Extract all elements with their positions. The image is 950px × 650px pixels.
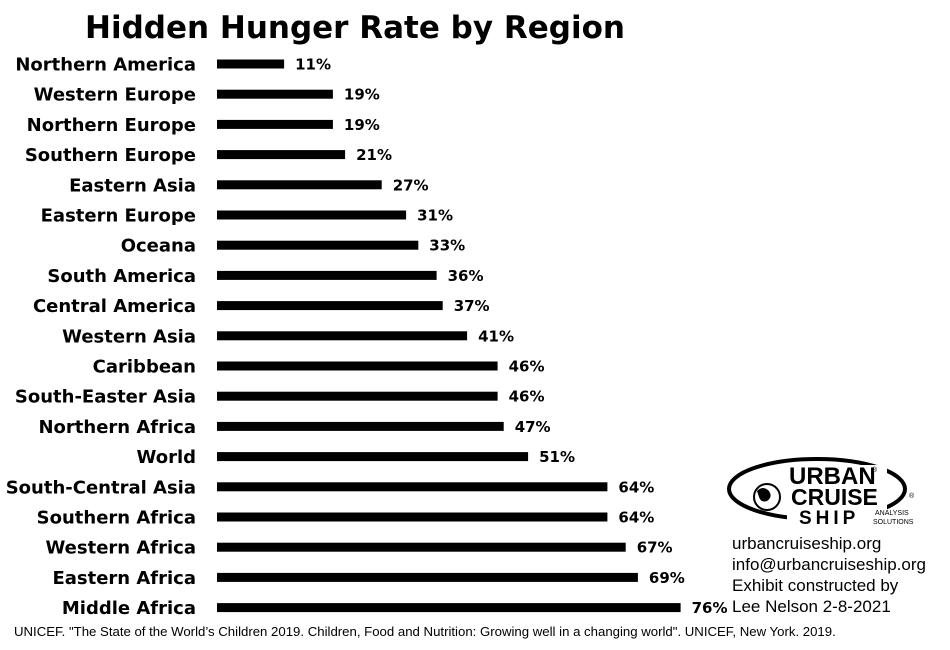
category-label: Southern Europe [25,145,196,166]
category-label: Southern Africa [37,508,196,529]
category-label: Western Europe [34,85,196,106]
data-label: 21% [356,146,392,164]
data-label: 31% [417,207,453,225]
data-label: 36% [448,267,484,285]
category-label: Oceana [121,236,196,257]
svg-text:URBAN: URBAN [789,463,876,490]
svg-text:SHIP: SHIP [799,508,859,529]
category-label: Caribbean [93,357,196,378]
bar [217,542,626,552]
category-label: Eastern Europe [41,206,196,227]
bar [217,240,419,250]
data-label: 69% [649,569,685,587]
bar [217,119,333,129]
category-label: World [136,447,196,468]
attribution-block: urbancruiseship.org info@urbancruiseship… [732,533,926,617]
data-label: 19% [344,86,380,104]
bar [217,361,498,371]
data-label: 41% [478,327,514,345]
category-label: South America [47,266,196,287]
category-label: Eastern Africa [52,568,196,589]
bar [217,572,638,582]
svg-text:ANALYSIS: ANALYSIS [875,510,909,517]
bar [217,391,498,401]
data-label: 33% [429,237,465,255]
data-label: 64% [618,478,654,496]
bars-group: Northern America 11% Western Europe 19% Nort… [6,55,728,620]
data-label: 67% [637,539,673,557]
category-label: Northern Africa [38,417,196,438]
data-label: 11% [295,56,331,74]
chart-title: Hidden Hunger Rate by Region [85,10,625,46]
svg-text:®: ® [909,492,915,500]
category-label: Western Asia [62,326,196,347]
category-label: Eastern Asia [69,175,196,196]
data-label: 51% [539,448,575,466]
data-label: 37% [454,297,490,315]
data-label: 46% [509,358,545,376]
urban-cruise-ship-logo: URBAN ® CRUISE ® SHIP ANALYSIS SOLUTIONS [727,455,922,535]
credit-line-1: Exhibit constructed by [732,576,899,595]
bar [217,482,608,492]
category-label: Western Africa [45,538,196,559]
bar [217,59,285,69]
data-label: 46% [509,388,545,406]
category-label: Northern America [15,55,196,76]
bar [217,180,382,190]
bar [217,150,346,160]
credit-line-2: Lee Nelson 2-8-2021 [732,597,891,616]
bar [217,603,681,613]
svg-text:CRUISE: CRUISE [791,484,878,510]
category-label: Middle Africa [62,598,196,619]
data-label: 64% [618,509,654,527]
bar [217,421,504,431]
data-label: 27% [393,176,429,194]
category-label: South-Central Asia [6,477,196,498]
source-citation: UNICEF. "The State of the World’s Childr… [14,624,836,639]
category-label: South-Easter Asia [15,387,196,408]
bar [217,331,468,341]
data-label: 76% [692,599,728,617]
bar [217,210,407,220]
svg-text:®: ® [872,466,878,474]
category-label: Northern Europe [27,115,196,136]
website-text: urbancruiseship.org [732,534,882,553]
bar [217,301,443,311]
bar [217,452,529,462]
data-label: 19% [344,116,380,134]
bar [217,89,333,99]
bar [217,270,437,280]
svg-text:SOLUTIONS: SOLUTIONS [873,519,914,526]
data-label: 47% [515,418,551,436]
email-text: info@urbancruiseship.org [732,555,926,574]
category-label: Central America [33,296,196,317]
bar [217,512,608,522]
